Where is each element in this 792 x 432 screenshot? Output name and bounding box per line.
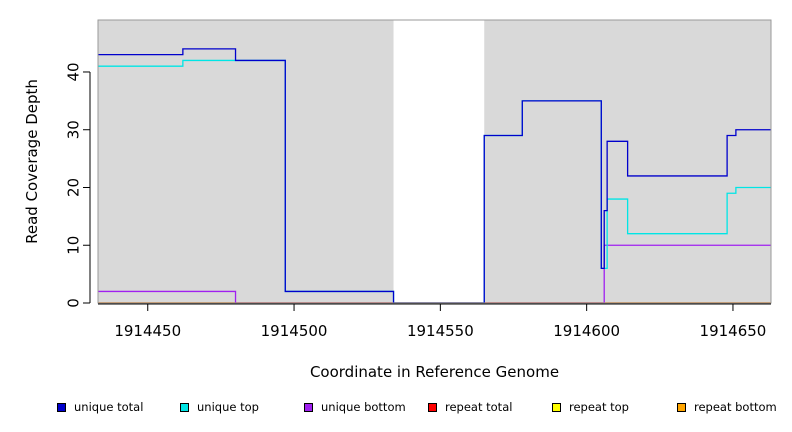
legend: unique total unique top unique bottom repea… <box>0 400 792 420</box>
y-tick-label: 30 <box>65 120 83 139</box>
legend-label: unique top <box>197 400 259 414</box>
y-tick-label: 20 <box>65 178 83 197</box>
x-tick-label: 1914450 <box>114 322 181 340</box>
legend-label: repeat bottom <box>694 400 777 414</box>
legend-label: repeat total <box>445 400 513 414</box>
legend-swatch <box>304 402 313 412</box>
y-tick-label: 10 <box>65 236 83 255</box>
legend-item-repeat-top: repeat top <box>552 400 629 414</box>
y-tick-label: 40 <box>65 62 83 81</box>
legend-swatch <box>428 402 437 412</box>
shaded-region-0 <box>98 20 394 303</box>
legend-swatch <box>677 402 686 412</box>
legend-label: unique bottom <box>321 400 406 414</box>
series-line-unique-total <box>98 48 771 304</box>
legend-label: repeat top <box>569 400 629 414</box>
x-tick-label: 1914600 <box>553 322 620 340</box>
legend-item-unique-top: unique top <box>180 400 259 414</box>
x-axis-title: Coordinate in Reference Genome <box>310 363 559 381</box>
legend-swatch <box>57 402 66 412</box>
legend-swatch <box>552 402 561 412</box>
legend-item-repeat-bottom: repeat bottom <box>677 400 777 414</box>
legend-item-unique-bottom: unique bottom <box>304 400 406 414</box>
x-tick-label: 1914500 <box>261 322 328 340</box>
legend-label: unique total <box>74 400 144 414</box>
legend-item-repeat-total: repeat total <box>428 400 512 414</box>
y-axis-title: Read Coverage Depth <box>23 79 41 244</box>
plot-frame <box>97 19 772 304</box>
legend-swatch <box>180 402 189 412</box>
x-tick-label: 1914650 <box>700 322 767 340</box>
legend-item-unique-total: unique total <box>57 400 143 414</box>
x-tick-label: 1914550 <box>407 322 474 340</box>
y-tick-label: 0 <box>65 298 83 308</box>
